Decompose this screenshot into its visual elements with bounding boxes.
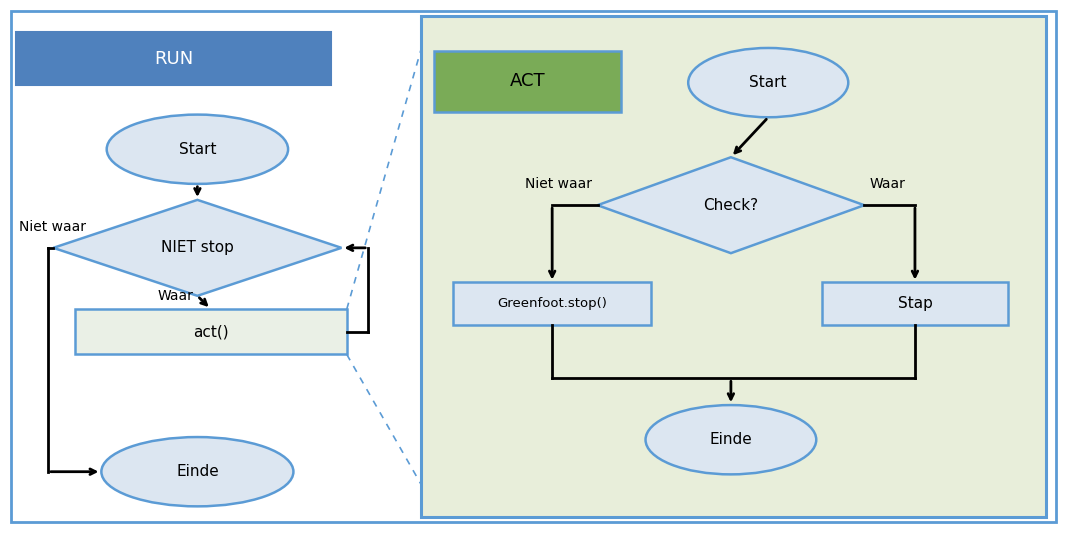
- FancyBboxPatch shape: [75, 309, 347, 354]
- Text: Waar: Waar: [158, 289, 194, 303]
- Polygon shape: [53, 200, 341, 296]
- FancyBboxPatch shape: [16, 32, 331, 85]
- Text: Check?: Check?: [703, 198, 759, 213]
- Text: NIET stop: NIET stop: [161, 240, 234, 255]
- FancyBboxPatch shape: [453, 282, 651, 325]
- FancyBboxPatch shape: [822, 282, 1008, 325]
- Ellipse shape: [646, 405, 816, 474]
- Text: Greenfoot.stop(): Greenfoot.stop(): [497, 297, 607, 310]
- Text: act(): act(): [193, 324, 228, 340]
- FancyBboxPatch shape: [421, 16, 1046, 517]
- Text: Niet waar: Niet waar: [525, 177, 592, 191]
- Ellipse shape: [101, 437, 293, 506]
- Ellipse shape: [688, 48, 848, 117]
- Text: Einde: Einde: [710, 432, 752, 447]
- Text: Einde: Einde: [176, 464, 219, 479]
- Text: Start: Start: [178, 142, 217, 157]
- FancyBboxPatch shape: [434, 51, 621, 112]
- Text: Start: Start: [749, 75, 787, 90]
- Text: Waar: Waar: [870, 177, 906, 191]
- Text: Niet waar: Niet waar: [19, 220, 86, 233]
- Text: ACT: ACT: [510, 72, 545, 90]
- Ellipse shape: [107, 115, 288, 184]
- Text: RUN: RUN: [154, 50, 193, 68]
- Polygon shape: [598, 157, 864, 253]
- Text: Stap: Stap: [897, 296, 933, 311]
